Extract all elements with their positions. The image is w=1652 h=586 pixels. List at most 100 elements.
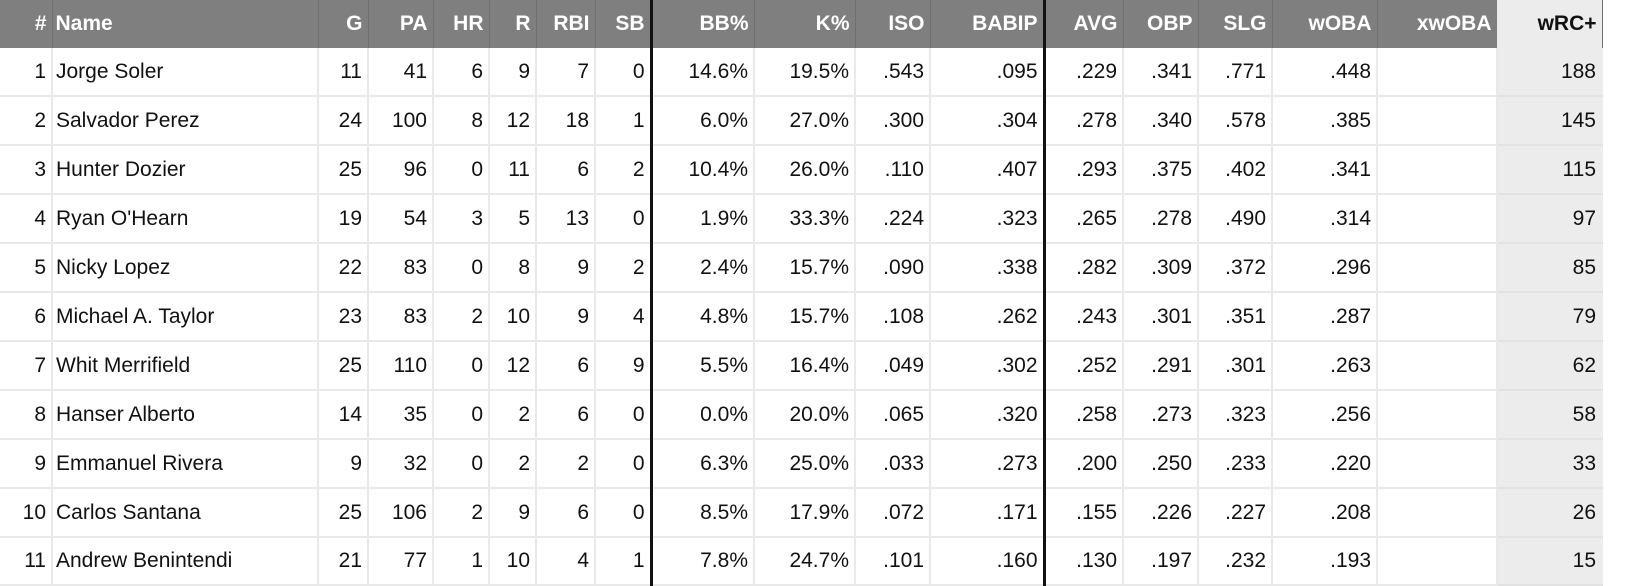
cell-g: 24 — [318, 96, 369, 146]
cell-obp: .197 — [1123, 537, 1199, 586]
cell-name: Whit Merrifield — [52, 341, 319, 391]
cell-bb-pct: 2.4% — [651, 243, 755, 293]
header-iso[interactable]: ISO — [855, 0, 931, 48]
cell-xwoba — [1377, 439, 1498, 489]
cell-iso: .033 — [855, 439, 931, 489]
cell-avg: .265 — [1044, 194, 1124, 244]
header-wrc-plus[interactable]: wRC+ — [1497, 0, 1603, 48]
cell-bb-pct: 6.0% — [651, 96, 755, 146]
header-babip[interactable]: BABIP — [930, 0, 1046, 48]
cell-bb-pct: 7.8% — [651, 537, 755, 586]
cell-rank: 10 — [0, 488, 53, 538]
cell-k-pct: 25.0% — [754, 439, 856, 489]
cell-sb: 1 — [595, 96, 653, 146]
cell-k-pct: 17.9% — [754, 488, 856, 538]
cell-xwoba — [1377, 194, 1498, 244]
cell-r: 12 — [489, 96, 537, 146]
header-k-pct[interactable]: K% — [754, 0, 856, 48]
cell-rank: 2 — [0, 96, 53, 146]
cell-rank: 9 — [0, 439, 53, 489]
cell-iso: .300 — [855, 96, 931, 146]
cell-xwoba — [1377, 341, 1498, 391]
table-row[interactable]: 2 Salvador Perez 24 100 8 12 18 1 6.0% 27.0% .300.… — [0, 96, 1603, 146]
cell-name: Ryan O'Hearn — [52, 194, 319, 244]
table-row[interactable]: 11 Andrew Benintendi 21 77 1 10 4 1 7.8% 24.7% .10… — [0, 537, 1603, 586]
header-g[interactable]: G — [318, 0, 369, 48]
table-row[interactable]: 7 Whit Merrifield 25 110 0 12 6 9 5.5% 16.4% .049.… — [0, 341, 1603, 391]
header-sb[interactable]: SB — [595, 0, 653, 48]
cell-iso: .110 — [855, 145, 931, 195]
cell-wrc-plus: 97 — [1497, 194, 1603, 244]
cell-bb-pct: 14.6% — [651, 48, 755, 97]
cell-wrc-plus: 26 — [1497, 488, 1603, 538]
cell-rank: 7 — [0, 341, 53, 391]
cell-hr: 2 — [433, 488, 490, 538]
table-row[interactable]: 1 Jorge Soler 11 41 6 9 7 0 14.6% 19.5% .543.095.2… — [0, 48, 1603, 97]
header-avg[interactable]: AVG — [1044, 0, 1124, 48]
cell-woba: .220 — [1272, 439, 1378, 489]
header-hr[interactable]: HR — [433, 0, 490, 48]
table-row[interactable]: 6 Michael A. Taylor 23 83 2 10 9 4 4.8% 15.7% .108… — [0, 292, 1603, 342]
cell-babip: .262 — [930, 292, 1046, 342]
cell-pa: 41 — [368, 48, 434, 97]
header-slg[interactable]: SLG — [1198, 0, 1273, 48]
table-body: 1 Jorge Soler 11 41 6 9 7 0 14.6% 19.5% .543.095.2… — [0, 48, 1603, 586]
header-rbi[interactable]: RBI — [536, 0, 596, 48]
cell-iso: .543 — [855, 48, 931, 97]
cell-hr: 3 — [433, 194, 490, 244]
cell-rank: 4 — [0, 194, 53, 244]
cell-rbi: 6 — [536, 341, 596, 391]
table-row[interactable]: 8 Hanser Alberto 14 35 0 2 6 0 0.0% 20.0% .065.320… — [0, 390, 1603, 440]
cell-avg: .252 — [1044, 341, 1124, 391]
header-name[interactable]: Name — [52, 0, 319, 48]
cell-r: 2 — [489, 439, 537, 489]
cell-name: Nicky Lopez — [52, 243, 319, 293]
cell-woba: .296 — [1272, 243, 1378, 293]
cell-pa: 35 — [368, 390, 434, 440]
cell-k-pct: 19.5% — [754, 48, 856, 97]
cell-g: 14 — [318, 390, 369, 440]
header-xwoba[interactable]: xwOBA — [1377, 0, 1498, 48]
cell-k-pct: 15.7% — [754, 292, 856, 342]
cell-obp: .309 — [1123, 243, 1199, 293]
header-bb-pct[interactable]: BB% — [651, 0, 755, 48]
cell-obp: .250 — [1123, 439, 1199, 489]
cell-g: 25 — [318, 145, 369, 195]
cell-hr: 6 — [433, 48, 490, 97]
cell-avg: .258 — [1044, 390, 1124, 440]
cell-slg: .402 — [1198, 145, 1273, 195]
header-rank[interactable]: # — [0, 0, 53, 48]
table-row[interactable]: 4 Ryan O'Hearn 19 54 3 5 13 0 1.9% 33.3% .224.323.… — [0, 194, 1603, 244]
cell-pa: 96 — [368, 145, 434, 195]
cell-g: 25 — [318, 488, 369, 538]
cell-wrc-plus: 62 — [1497, 341, 1603, 391]
header-woba[interactable]: wOBA — [1272, 0, 1378, 48]
cell-babip: .095 — [930, 48, 1046, 97]
table-row[interactable]: 3 Hunter Dozier 25 96 0 11 6 2 10.4% 26.0% .110.40… — [0, 145, 1603, 195]
cell-xwoba — [1377, 488, 1498, 538]
cell-slg: .232 — [1198, 537, 1273, 586]
cell-name: Andrew Benintendi — [52, 537, 319, 586]
cell-woba: .314 — [1272, 194, 1378, 244]
cell-slg: .233 — [1198, 439, 1273, 489]
cell-xwoba — [1377, 96, 1498, 146]
cell-name: Carlos Santana — [52, 488, 319, 538]
table-row[interactable]: 5 Nicky Lopez 22 83 0 8 9 2 2.4% 15.7% .090.338.28… — [0, 243, 1603, 293]
cell-bb-pct: 0.0% — [651, 390, 755, 440]
header-pa[interactable]: PA — [368, 0, 434, 48]
cell-rbi: 13 — [536, 194, 596, 244]
cell-r: 10 — [489, 537, 537, 586]
cell-g: 22 — [318, 243, 369, 293]
header-r[interactable]: R — [489, 0, 537, 48]
cell-name: Emmanuel Rivera — [52, 439, 319, 489]
cell-g: 21 — [318, 537, 369, 586]
cell-g: 25 — [318, 341, 369, 391]
cell-name: Hunter Dozier — [52, 145, 319, 195]
table-row[interactable]: 9 Emmanuel Rivera 9 32 0 2 2 0 6.3% 25.0% .033.273… — [0, 439, 1603, 489]
cell-sb: 2 — [595, 243, 653, 293]
table-row[interactable]: 10 Carlos Santana 25 106 2 9 6 0 8.5% 17.9% .072.1… — [0, 488, 1603, 538]
cell-g: 9 — [318, 439, 369, 489]
cell-r: 9 — [489, 48, 537, 97]
header-obp[interactable]: OBP — [1123, 0, 1199, 48]
cell-obp: .226 — [1123, 488, 1199, 538]
